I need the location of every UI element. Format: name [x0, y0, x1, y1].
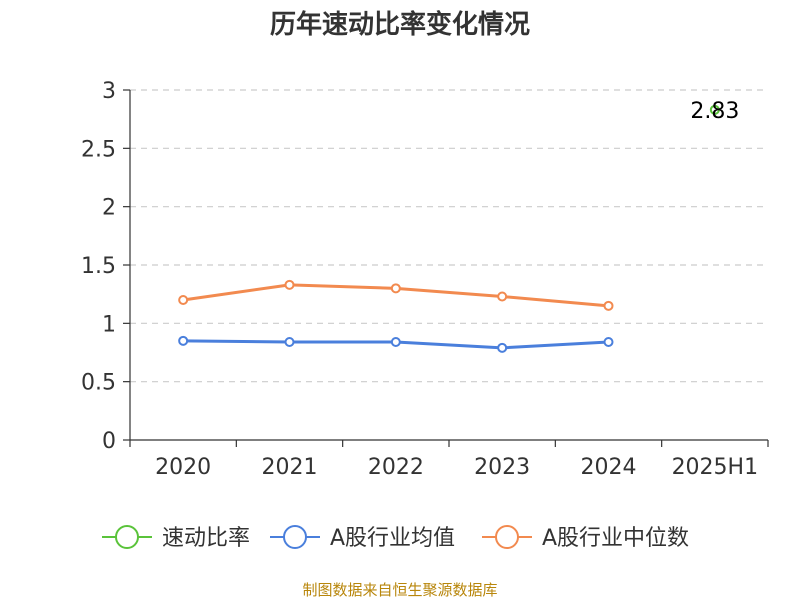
legend-label: 速动比率	[162, 526, 250, 551]
y-tick-label: 2.5	[81, 137, 116, 162]
series-2	[178, 279, 614, 311]
legend-item-1: A股行业均值	[270, 525, 455, 551]
legend-marker	[115, 525, 139, 549]
data-point	[284, 337, 295, 347]
source-note: 制图数据来自恒生聚源数据库	[302, 581, 497, 599]
legend-marker	[283, 525, 307, 549]
legend-label: A股行业均值	[330, 526, 455, 551]
y-tick-label: 0.5	[81, 371, 116, 396]
x-tick-label: 2022	[368, 455, 424, 480]
data-point	[709, 104, 720, 115]
data-point	[284, 279, 295, 290]
series-layer: 2.83	[178, 99, 739, 353]
data-point	[603, 337, 614, 347]
legend-item-0: 速动比率	[102, 525, 250, 551]
y-tick-label: 1.5	[81, 254, 116, 279]
y-tick-label: 3	[102, 79, 116, 104]
grid-lines	[130, 89, 768, 383]
chart-title: 历年速动比率变化情况	[270, 9, 530, 40]
x-tick-label: 2020	[155, 455, 211, 480]
y-tick-label: 2	[102, 196, 116, 221]
series-0: 2.83	[690, 99, 739, 124]
x-tick-label: 2025H1	[672, 455, 759, 480]
data-point	[603, 300, 614, 311]
data-point	[178, 295, 189, 305]
axes: 0 0.5 1 1.5 2 2.5 3 2020 2021 2022 2023 2024 2025H1	[81, 79, 769, 480]
data-point	[497, 291, 508, 302]
legend-item-2: A股行业中位数	[482, 525, 689, 551]
data-point	[178, 335, 189, 346]
y-tick-label: 1	[102, 312, 116, 337]
legend-label: A股行业中位数	[542, 526, 689, 551]
legend: 速动比率 A股行业均值 A股行业中位数	[102, 525, 689, 551]
x-tick-label: 2024	[581, 455, 637, 480]
y-tick-label: 0	[102, 429, 116, 454]
legend-marker	[495, 525, 519, 549]
data-point	[497, 342, 508, 353]
x-tick-label: 2021	[262, 455, 318, 480]
data-point	[390, 337, 401, 347]
data-label: 2.83	[690, 99, 739, 124]
series-1	[178, 335, 614, 353]
data-point	[390, 283, 401, 294]
x-tick-label: 2023	[474, 455, 530, 480]
